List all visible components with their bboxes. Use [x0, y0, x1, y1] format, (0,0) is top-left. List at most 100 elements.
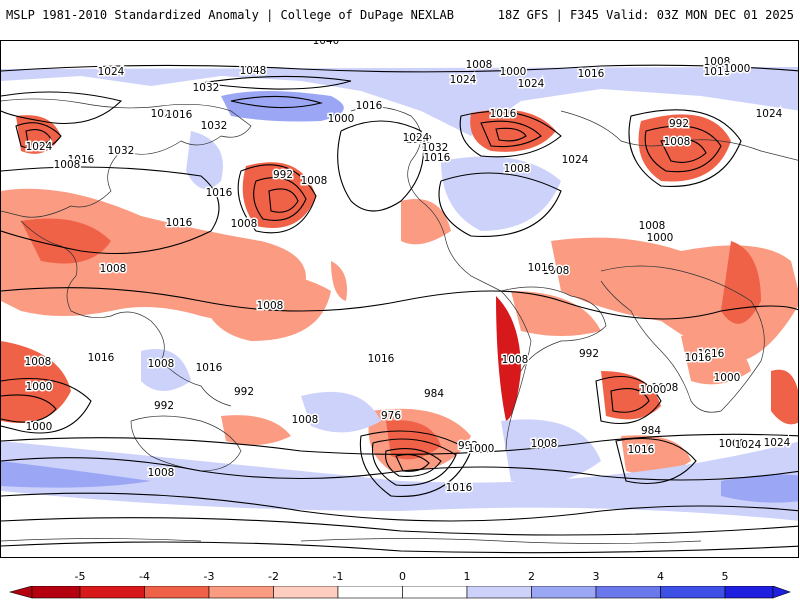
isobar-label: 1016	[424, 152, 451, 164]
isobar-32	[1, 517, 798, 536]
isobar-label: 1032	[201, 120, 228, 132]
isobar-label: 1000	[714, 372, 741, 384]
colorbar-over-arrow	[772, 586, 791, 599]
isobar-label: 1016	[698, 348, 725, 360]
isobar-contours	[1, 64, 798, 554]
anomaly-region-29	[1, 461, 151, 488]
anomaly-region-6	[16, 115, 61, 154]
isobar-17	[438, 172, 562, 238]
colorbar-tick-label: -5	[74, 570, 86, 583]
isobar-label: 1016	[528, 262, 555, 274]
colorbar-tick-label: 2	[528, 570, 535, 583]
colorbar-tick-label: 0	[399, 570, 406, 583]
anomaly-region-7	[470, 109, 556, 152]
isobar-24	[1, 433, 798, 455]
map-title: MSLP 1981-2010 Standardized Anomaly | Co…	[6, 8, 454, 22]
colorbar-tick-label: -3	[203, 570, 215, 583]
isobar-19	[1, 287, 798, 320]
coastline-10	[300, 538, 702, 544]
anomaly-region-12	[201, 273, 331, 341]
anomaly-region-31	[141, 349, 191, 391]
isobar-label: 984	[424, 388, 444, 400]
isobar-label: 1016	[685, 352, 712, 364]
isobar-14	[253, 177, 307, 221]
isobar-25	[1, 457, 798, 481]
isobar-33	[1, 541, 798, 554]
anomaly-region-26	[301, 391, 381, 433]
anomaly-region-16	[496, 296, 521, 421]
anomaly-region-5	[441, 156, 561, 231]
colorbar-band	[79, 586, 145, 599]
isobar-6	[25, 129, 52, 146]
coastline-6	[500, 286, 607, 372]
isobar-label: 1048	[240, 65, 267, 77]
isobar-label: 976	[381, 410, 401, 422]
isobar-label: 1008	[148, 358, 175, 370]
coastline-9	[130, 415, 242, 472]
colorbar-scale	[8, 586, 791, 599]
isobar-label: 1008	[466, 59, 493, 71]
isobar-label: 1016	[446, 482, 473, 494]
isobar-label: 1024	[518, 78, 545, 90]
isobar-label: 1008	[54, 159, 81, 171]
isobar-label: 1032	[193, 82, 220, 94]
anomaly-region-24	[621, 435, 691, 475]
isobar-label: 1024	[735, 439, 762, 451]
anomaly-region-13	[401, 199, 451, 245]
colorbar-tick-label: -2	[268, 570, 279, 583]
coastline-1	[1, 98, 252, 218]
isobar-label: 992	[579, 348, 599, 360]
isobar-label: 1008	[531, 438, 558, 450]
isobar-label: 1016	[704, 66, 731, 78]
colorbar-band	[466, 586, 532, 599]
coastline-11	[1, 538, 202, 542]
isobar-12	[660, 138, 707, 163]
isobar-label: 1000	[328, 113, 355, 125]
anomaly-map: 1032104010481024103210321024103210161000…	[0, 40, 799, 558]
anomaly-region-32	[331, 261, 347, 301]
colorbar-tick-label: -4	[139, 570, 150, 583]
isobar-label: 1000	[640, 384, 667, 396]
isobar-label: 1016	[166, 217, 193, 229]
isobar-label: 1016	[490, 108, 517, 120]
colorbar-band	[31, 586, 81, 599]
anomaly-region-27	[501, 419, 601, 484]
isobar-27	[371, 438, 457, 486]
isobar-26	[359, 430, 472, 498]
colorbar-band	[724, 586, 774, 599]
isobar-label: 1000	[724, 63, 751, 75]
isobar-label: 1024	[98, 66, 125, 78]
colorbar-tick-label: -1	[332, 570, 344, 583]
isobar-label: 1024	[562, 154, 589, 166]
anomaly-region-20	[681, 335, 751, 385]
colorbar-band	[337, 586, 403, 599]
anomaly-region-8	[638, 114, 731, 182]
isobar-label: 1024	[764, 437, 791, 449]
isobar-labels: 1032104010481024103210321024103210161000…	[23, 41, 792, 496]
isobar-label: 1024	[756, 108, 783, 120]
isobar-label: 1000	[26, 421, 53, 433]
isobar-label: 1008	[231, 218, 258, 230]
isobar-20	[1, 378, 92, 434]
isobar-21	[1, 394, 57, 423]
colorbar-band	[660, 586, 726, 599]
isobar-label: 1000	[647, 232, 674, 244]
isobar-label: 1008	[100, 263, 127, 275]
colorbar-tick-labels: -5 -4 -3 -2 -1 0 1 2 3 4 5	[0, 570, 800, 584]
coastline-8	[600, 265, 765, 413]
model-run-info: 18Z GFS | F345 Valid: 03Z MON DEC 01 202…	[497, 8, 794, 22]
isobar-label: 1008	[148, 467, 175, 479]
colorbar: -5 -4 -3 -2 -1 0 1 2 3 4 5	[0, 570, 800, 600]
anomaly-region-2	[221, 91, 344, 122]
anomaly-region-25	[771, 369, 798, 425]
colorbar-band	[208, 586, 274, 599]
colorbar-tick-label: 1	[463, 570, 471, 583]
isobar-label: 1008	[652, 382, 679, 394]
isobar-15	[268, 188, 299, 213]
isobar-7	[459, 110, 562, 158]
colorbar-tick-label: 3	[592, 570, 600, 583]
isobar-label: 992	[669, 118, 689, 130]
isobar-label: 1016	[68, 154, 95, 166]
isobar-label: 1008	[543, 265, 570, 277]
colorbar-band	[273, 586, 339, 599]
